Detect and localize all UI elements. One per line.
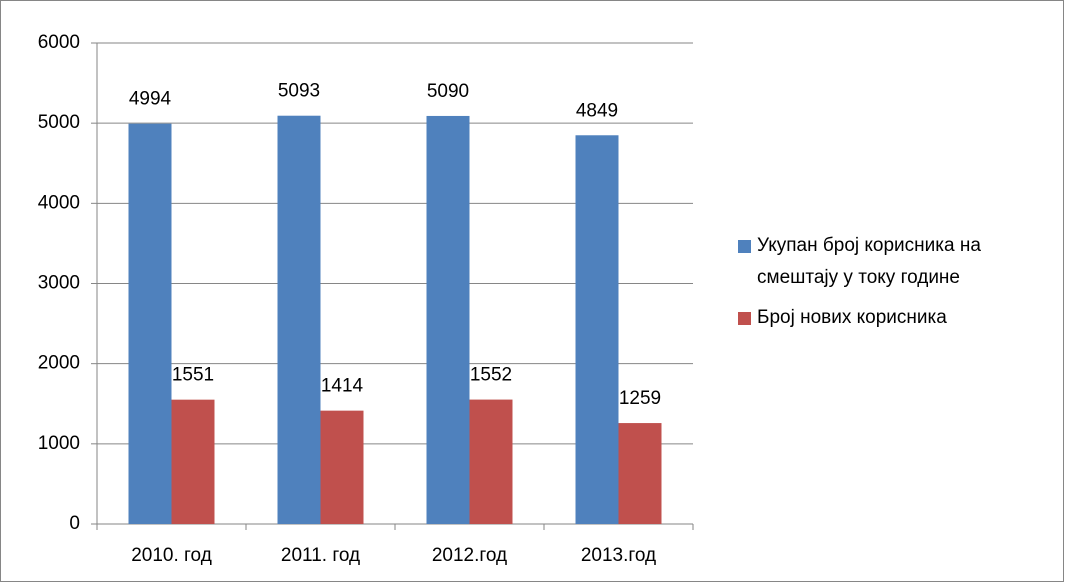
y-tick-label: 4000 [38, 192, 80, 213]
legend-label: Број нових корисника [757, 307, 947, 328]
x-tick-label: 2013.год [581, 545, 656, 566]
data-label: 1552 [470, 365, 512, 386]
data-label: 1551 [172, 365, 214, 386]
bar [618, 423, 662, 524]
data-label: 5093 [278, 81, 320, 102]
legend-item: Укупан број корисника на смештају у току… [738, 230, 1038, 294]
data-label: 5090 [427, 81, 469, 102]
data-label: 4994 [129, 89, 172, 110]
bar [171, 399, 215, 524]
y-tick-label: 1000 [38, 433, 80, 454]
bar [277, 115, 321, 524]
y-tick-label: 5000 [38, 112, 80, 133]
legend-swatch [738, 240, 751, 253]
y-tick-label: 6000 [38, 32, 80, 53]
x-tick-label: 2011. год [281, 545, 360, 566]
x-tick-label: 2010. год [131, 545, 212, 566]
bar [320, 410, 364, 524]
data-label: 4849 [576, 100, 618, 121]
bar [469, 399, 513, 524]
data-label: 1414 [321, 376, 364, 397]
y-tick-label: 2000 [38, 353, 80, 374]
legend-item: Број нових корисника [738, 302, 1038, 334]
legend-swatch [738, 312, 751, 325]
bar [426, 115, 470, 525]
y-tick-label: 0 [69, 513, 80, 534]
bar [128, 123, 172, 524]
y-tick-label: 3000 [38, 273, 80, 294]
legend: Укупан број корисника на смештају у току… [738, 230, 1038, 342]
bar [575, 135, 619, 524]
x-tick-label: 2012.год [432, 545, 507, 566]
legend-label: Укупан број корисника на смештају у току… [757, 235, 981, 288]
data-label: 1259 [619, 388, 661, 409]
